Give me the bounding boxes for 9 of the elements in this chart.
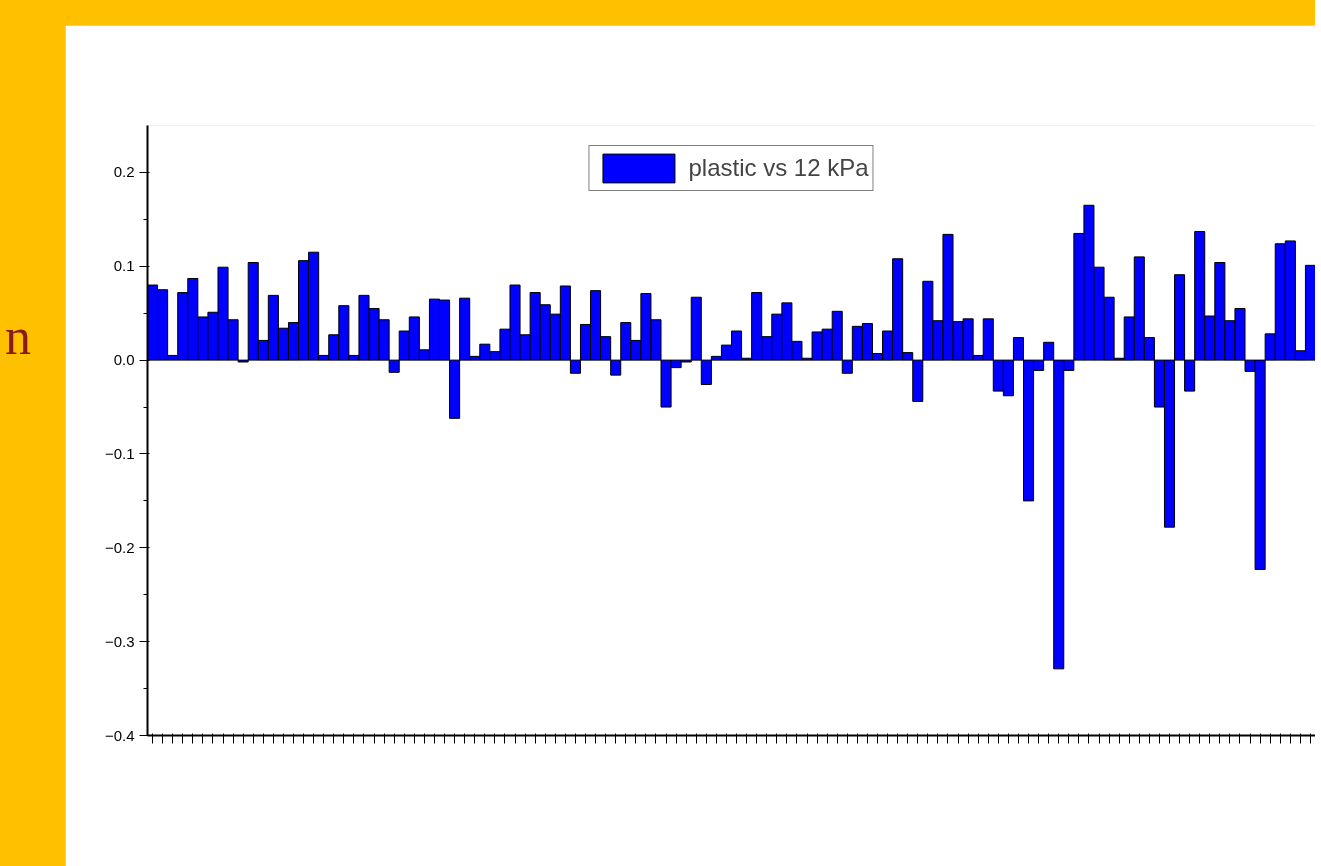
y-tick-label: −0.3 bbox=[104, 632, 135, 650]
y-tick-label: −0.1 bbox=[104, 444, 135, 462]
y-tick-label: 0.2 bbox=[113, 163, 135, 181]
text: n bbox=[5, 307, 31, 367]
y-tick-label: −0.2 bbox=[104, 538, 135, 556]
y-tick-label: −0.4 bbox=[104, 726, 135, 744]
legend-label: plastic vs 12 kPa bbox=[688, 154, 869, 182]
y-tick-label: 0.1 bbox=[113, 257, 135, 275]
y-tick-label: 0.0 bbox=[113, 351, 135, 369]
